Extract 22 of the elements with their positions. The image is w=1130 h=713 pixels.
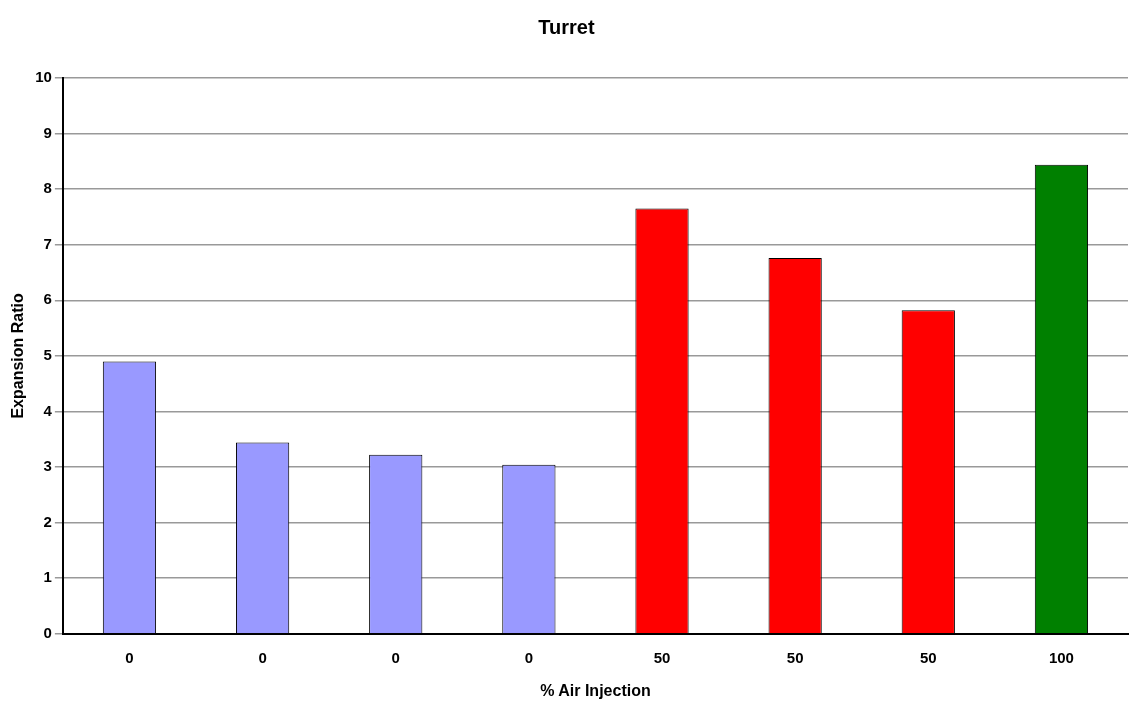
x-tick-label: 100 [1048,648,1074,666]
y-tick-label: 10 [35,68,52,86]
x-tick-label: 0 [125,648,134,666]
x-tick-label: 50 [653,648,671,666]
y-tick-label: 6 [43,290,52,308]
x-tick-label: 50 [786,648,804,666]
x-tick-label: 0 [258,648,267,666]
chart-title: Turret [538,15,595,38]
y-tick-label: 0 [43,623,52,641]
x-tick-label: 0 [524,648,534,666]
y-tick-label: 8 [43,179,52,197]
y-tick-label: 5 [43,346,52,364]
y-tick-label: 7 [43,234,52,252]
y-axis-title: Expansion Ratio [9,293,27,419]
y-tick-label: 4 [43,401,53,419]
y-tick-label: 1 [43,568,52,586]
y-tick-label: 9 [43,123,52,141]
y-tick-label: 2 [43,512,52,530]
y-tick-label: 3 [43,457,52,475]
x-tick-label: 50 [919,648,937,666]
x-axis-title: % Air Injection [540,681,651,699]
x-tick-label: 0 [391,648,400,666]
